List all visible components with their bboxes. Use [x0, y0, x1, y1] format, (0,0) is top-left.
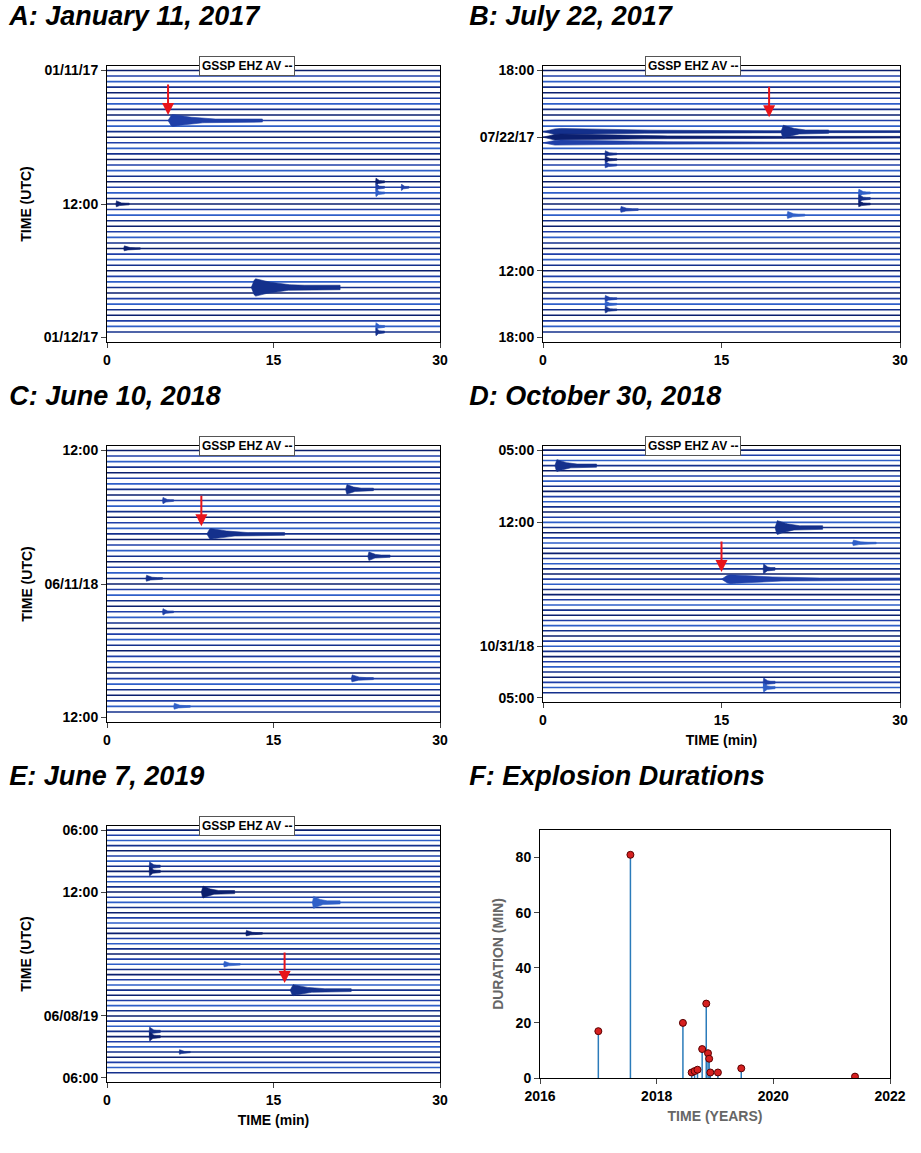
svg-text:2022: 2022 [874, 1088, 905, 1104]
svg-text:30: 30 [432, 1092, 448, 1108]
svg-text:15: 15 [714, 352, 730, 368]
svg-text:15: 15 [714, 712, 730, 728]
svg-text:05:00: 05:00 [498, 690, 534, 706]
svg-text:06:00: 06:00 [62, 1070, 98, 1086]
svg-text:2018: 2018 [641, 1088, 672, 1104]
svg-text:30: 30 [432, 732, 448, 748]
svg-text:40: 40 [516, 960, 532, 976]
svg-text:15: 15 [266, 352, 282, 368]
svg-text:D: October 30, 2018: D: October 30, 2018 [469, 381, 721, 411]
svg-text:GSSP EHZ AV --: GSSP EHZ AV -- [202, 59, 292, 73]
svg-text:18:00: 18:00 [498, 329, 534, 345]
svg-text:30: 30 [432, 352, 448, 368]
svg-text:TIME (UTC): TIME (UTC) [19, 546, 35, 621]
svg-text:0: 0 [103, 1092, 111, 1108]
svg-text:01/12/17: 01/12/17 [44, 329, 99, 345]
svg-text:12:00: 12:00 [62, 442, 98, 458]
svg-text:TIME (min): TIME (min) [686, 732, 758, 748]
svg-text:30: 30 [892, 712, 908, 728]
svg-text:12:00: 12:00 [62, 196, 98, 212]
svg-text:TIME (UTC): TIME (UTC) [18, 166, 34, 241]
svg-text:2020: 2020 [758, 1088, 789, 1104]
svg-text:07/22/17: 07/22/17 [480, 129, 535, 145]
svg-text:12:00: 12:00 [62, 709, 98, 725]
svg-text:0: 0 [103, 732, 111, 748]
svg-text:05:00: 05:00 [498, 442, 534, 458]
svg-text:60: 60 [516, 905, 532, 921]
svg-text:GSSP EHZ AV --: GSSP EHZ AV -- [648, 59, 738, 73]
svg-text:20: 20 [516, 1015, 532, 1031]
svg-text:06/08/19: 06/08/19 [44, 1008, 99, 1024]
svg-text:GSSP EHZ AV --: GSSP EHZ AV -- [202, 439, 292, 453]
svg-text:0: 0 [523, 1070, 531, 1086]
svg-text:C: June 10, 2018: C: June 10, 2018 [9, 381, 221, 411]
svg-text:DURATION (MIN): DURATION (MIN) [490, 898, 506, 1010]
svg-text:0: 0 [539, 712, 547, 728]
svg-text:12:00: 12:00 [498, 263, 534, 279]
svg-text:2016: 2016 [524, 1088, 555, 1104]
svg-text:10/31/18: 10/31/18 [480, 638, 535, 654]
svg-text:A: January 11, 2017: A: January 11, 2017 [8, 1, 261, 31]
svg-text:30: 30 [892, 352, 908, 368]
svg-text:TIME (YEARS): TIME (YEARS) [668, 1108, 763, 1124]
svg-text:TIME (UTC): TIME (UTC) [18, 916, 34, 991]
svg-text:12:00: 12:00 [498, 514, 534, 530]
svg-text:B: July 22, 2017: B: July 22, 2017 [469, 1, 674, 31]
svg-text:80: 80 [516, 849, 532, 865]
svg-text:0: 0 [103, 352, 111, 368]
svg-text:TIME (min): TIME (min) [238, 1112, 310, 1128]
svg-text:15: 15 [266, 732, 282, 748]
svg-text:15: 15 [266, 1092, 282, 1108]
svg-text:E: June 7, 2019: E: June 7, 2019 [9, 761, 204, 791]
svg-text:12:00: 12:00 [62, 884, 98, 900]
svg-text:18:00: 18:00 [498, 62, 534, 78]
svg-text:F: Explosion Durations: F: Explosion Durations [469, 761, 765, 791]
svg-text:0: 0 [539, 352, 547, 368]
svg-text:06/11/18: 06/11/18 [44, 576, 98, 592]
svg-text:06:00: 06:00 [62, 822, 98, 838]
svg-text:01/11/17: 01/11/17 [44, 62, 98, 78]
svg-text:GSSP EHZ AV --: GSSP EHZ AV -- [648, 439, 738, 453]
svg-text:GSSP EHZ AV --: GSSP EHZ AV -- [202, 819, 292, 833]
